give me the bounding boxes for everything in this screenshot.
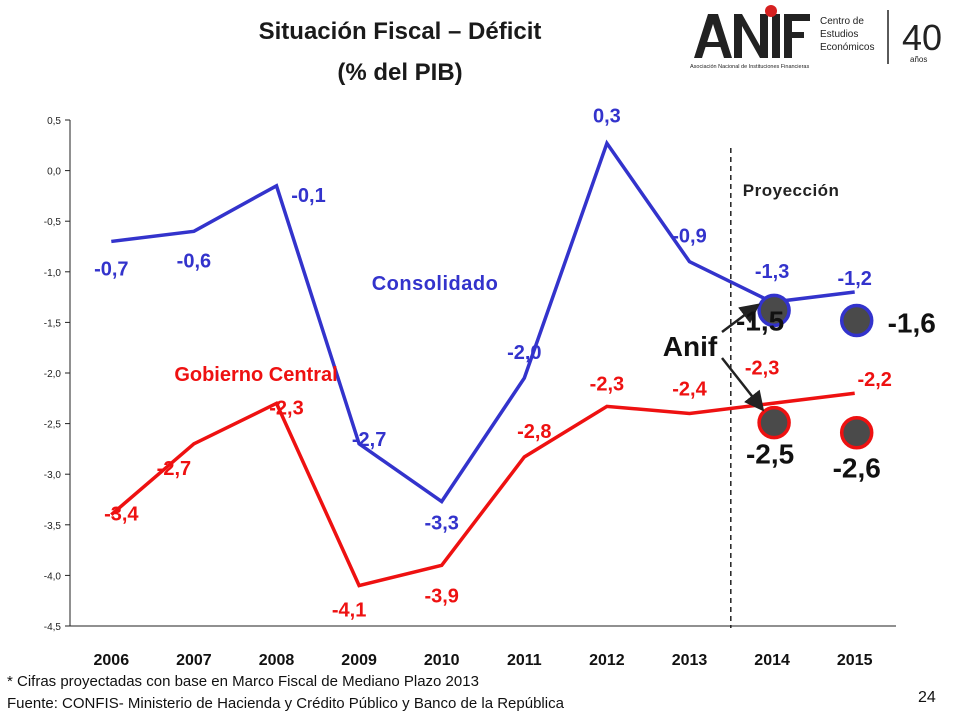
anif-marker-gobierno-central [757, 405, 791, 440]
logo-line-2: Estudios [820, 29, 858, 40]
data-label-gobierno-central: -2,3 [745, 357, 779, 379]
chart-labels: Proyección -0,7 -0,6 -0,1 -2,7 -3,3 -2,0 0,3 -0,… [94, 105, 936, 621]
data-label-gobierno-central: -2,3 [590, 373, 624, 395]
anif-arrow-consolidado [721, 303, 761, 333]
anif-label-consolidado: -1,5 [736, 305, 784, 336]
anif-label-gobierno-central: -2,6 [833, 453, 881, 484]
y-tick-label: -1,5 [44, 318, 62, 329]
logo-line-3: Económicos [820, 42, 874, 53]
anif-logo: Asociación Nacional de Instituciones Fin… [690, 5, 942, 70]
data-label-consolidado: -0,1 [291, 185, 325, 207]
slide-subtitle: (% del PIB) [337, 59, 463, 86]
y-tick-label: 0,5 [47, 116, 61, 127]
data-label-consolidado: -3,3 [424, 513, 458, 535]
y-tick-label: -1,0 [44, 268, 62, 279]
anif-label: Anif [663, 331, 718, 362]
chart-axes: 0,5 0,0 -0,5 -1,0 -1,5 -2,0 -2,5 -3,0 -3,5 -4,0 -4… [44, 116, 896, 669]
y-tick-label: -2,0 [44, 369, 62, 380]
y-tick-label: -4,5 [44, 622, 62, 633]
data-label-gobierno-central: -3,4 [104, 504, 139, 526]
x-tick-label: 2006 [94, 652, 130, 669]
data-label-consolidado: -0,9 [672, 226, 706, 248]
logo-anniversary: 40 [902, 17, 942, 58]
logo-subtitle: Asociación Nacional de Instituciones Fin… [690, 64, 809, 70]
data-label-consolidado: -0,7 [94, 258, 128, 280]
x-tick-label: 2012 [589, 652, 625, 669]
chart-marks [110, 139, 874, 628]
anif-marker-gobierno-central [839, 415, 874, 450]
anif-label-consolidado: -1,6 [888, 308, 936, 339]
y-tick-label: -0,5 [44, 217, 62, 228]
x-tick-label: 2008 [259, 652, 295, 669]
slide-title: Situación Fiscal – Déficit [258, 18, 542, 45]
data-label-gobierno-central: -3,9 [424, 585, 458, 607]
series-line-consolidado [111, 139, 855, 504]
x-tick-label: 2011 [507, 652, 542, 669]
data-label-consolidado: -1,3 [755, 261, 789, 283]
y-tick-label: -2,5 [44, 420, 62, 431]
anif-arrow-gobierno-central [721, 357, 765, 412]
data-label-gobierno-central: -2,8 [517, 421, 551, 443]
anif-label-gobierno-central: -2,5 [746, 439, 794, 470]
x-tick-label: 2014 [754, 652, 790, 669]
footnote-source: Fuente: CONFIS- Ministerio de Hacienda y… [7, 695, 564, 712]
data-label-gobierno-central: -2,3 [269, 397, 303, 419]
series-name-consolidado: Consolidado [372, 273, 499, 295]
projection-label: Proyección [743, 181, 840, 200]
data-label-gobierno-central: -2,7 [157, 458, 191, 480]
anif-marker-consolidado [839, 303, 874, 338]
data-label-consolidado: -0,6 [177, 250, 211, 272]
data-label-consolidado: 0,3 [593, 105, 621, 127]
anif-wordmark: Asociación Nacional de Instituciones Fin… [690, 5, 810, 70]
series-line-gobierno-central [110, 391, 855, 588]
page-number: 24 [918, 689, 936, 706]
x-tick-label: 2009 [341, 652, 377, 669]
data-label-gobierno-central: -2,4 [672, 378, 707, 400]
y-tick-label: 0,0 [47, 167, 61, 178]
series-name-gobierno-central: Gobierno Central [174, 364, 337, 386]
data-label-gobierno-central: -2,2 [857, 369, 891, 391]
y-tick-label: -4,0 [44, 571, 62, 582]
x-tick-label: 2010 [424, 652, 460, 669]
x-tick-label: 2015 [837, 652, 873, 669]
footnote-projection: * Cifras proyectadas con base en Marco F… [7, 673, 479, 690]
logo-line-1: Centro de [820, 16, 864, 27]
x-tick-label: 2013 [672, 652, 708, 669]
y-tick-label: -3,5 [44, 521, 62, 532]
data-label-consolidado: -1,2 [837, 268, 871, 290]
x-tick-label: 2007 [176, 652, 212, 669]
data-label-consolidado: -2,7 [352, 429, 386, 451]
anif-red-dot [765, 5, 777, 17]
logo-anniversary-word: años [910, 55, 927, 64]
data-label-consolidado: -2,0 [507, 342, 541, 364]
data-label-gobierno-central: -4,1 [332, 600, 366, 622]
y-tick-label: -3,0 [44, 470, 62, 481]
